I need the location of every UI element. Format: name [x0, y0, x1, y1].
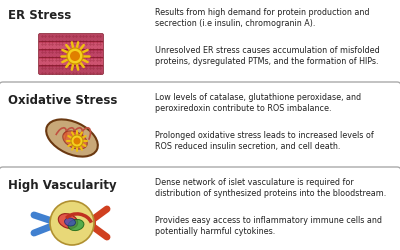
FancyBboxPatch shape — [38, 34, 104, 43]
Text: Provides easy access to inflammatory immune cells and
potentially harmful cytoki: Provides easy access to inflammatory imm… — [155, 215, 382, 236]
FancyBboxPatch shape — [38, 58, 104, 67]
FancyBboxPatch shape — [38, 66, 104, 75]
Text: Unresolved ER stress causes accumulation of misfolded
proteins, dysregulated PTM: Unresolved ER stress causes accumulation… — [155, 46, 380, 66]
Ellipse shape — [63, 132, 87, 150]
Text: Oxidative Stress: Oxidative Stress — [8, 94, 117, 106]
Circle shape — [71, 136, 83, 147]
Text: ER Stress: ER Stress — [8, 9, 71, 22]
Text: Dense network of islet vasculature is required for
distribution of synthesized p: Dense network of islet vasculature is re… — [155, 177, 386, 198]
Ellipse shape — [46, 120, 98, 157]
Circle shape — [70, 52, 80, 62]
Ellipse shape — [58, 214, 78, 228]
Text: High Vascularity: High Vascularity — [8, 178, 117, 191]
FancyBboxPatch shape — [0, 0, 400, 89]
Circle shape — [74, 138, 80, 145]
FancyBboxPatch shape — [38, 42, 104, 51]
FancyBboxPatch shape — [0, 167, 400, 250]
FancyBboxPatch shape — [0, 83, 400, 173]
Text: Low levels of catalase, glutathione peroxidase, and
peroxiredoxin contribute to : Low levels of catalase, glutathione pero… — [155, 93, 361, 113]
FancyBboxPatch shape — [38, 50, 104, 59]
Ellipse shape — [68, 220, 84, 231]
Circle shape — [50, 201, 94, 245]
Text: Prolonged oxidative stress leads to increased levels of
ROS reduced insulin secr: Prolonged oxidative stress leads to incr… — [155, 130, 374, 151]
Ellipse shape — [64, 218, 76, 226]
Circle shape — [67, 49, 83, 65]
Text: Results from high demand for protein production and
secrection (i.e insulin, chr: Results from high demand for protein pro… — [155, 8, 370, 28]
